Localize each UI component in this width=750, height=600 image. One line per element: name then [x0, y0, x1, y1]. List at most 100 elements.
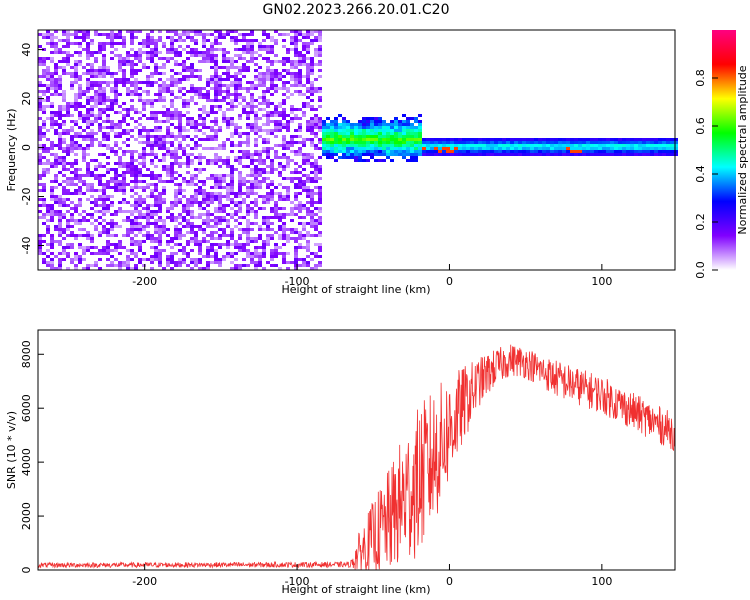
heatmap-cell: [270, 63, 274, 66]
heatmap-cell: [486, 138, 490, 141]
heatmap-cell: [126, 264, 130, 267]
heatmap-cell: [102, 144, 106, 147]
heatmap-cell: [170, 105, 174, 108]
heatmap-cell: [418, 147, 422, 150]
heatmap-cell: [202, 51, 206, 54]
heatmap-cell: [226, 78, 230, 81]
heatmap-cell: [66, 33, 70, 36]
heatmap-cell: [310, 42, 314, 45]
heatmap-cell: [266, 111, 270, 114]
heatmap-cell: [238, 183, 242, 186]
heatmap-cell: [90, 69, 94, 72]
heatmap-cell: [226, 108, 230, 111]
heatmap-cell: [298, 183, 302, 186]
heatmap-cell: [130, 135, 134, 138]
heatmap-cell: [238, 234, 242, 237]
heatmap-cell: [386, 144, 390, 147]
heatmap-cell: [102, 186, 106, 189]
heatmap-cell: [206, 57, 210, 60]
heatmap-cell: [122, 150, 126, 153]
heatmap-cell: [498, 147, 502, 150]
heatmap-cell: [410, 138, 414, 141]
heatmap-cell: [210, 231, 214, 234]
heatmap-cell: [206, 261, 210, 264]
heatmap-cell: [58, 75, 62, 78]
heatmap-cell: [454, 147, 458, 150]
heatmap-cell: [274, 252, 278, 255]
heatmap-cell: [154, 99, 158, 102]
heatmap-cell: [238, 33, 242, 36]
heatmap-cell: [258, 84, 262, 87]
heatmap-cell: [306, 126, 310, 129]
heatmap-cell: [206, 99, 210, 102]
heatmap-cell: [138, 195, 142, 198]
heatmap-cell: [282, 123, 286, 126]
heatmap-cell: [78, 234, 82, 237]
heatmap-cell: [202, 201, 206, 204]
heatmap-cell: [202, 180, 206, 183]
heatmap-cell: [182, 33, 186, 36]
heatmap-cell: [158, 204, 162, 207]
heatmap-cell: [146, 186, 150, 189]
heatmap-cell: [266, 216, 270, 219]
heatmap-cell: [230, 186, 234, 189]
heatmap-cell: [550, 138, 554, 141]
heatmap-cell: [74, 159, 78, 162]
heatmap-cell: [562, 150, 566, 153]
heatmap-cell: [226, 60, 230, 63]
heatmap-cell: [42, 216, 46, 219]
heatmap-cell: [94, 72, 98, 75]
heatmap-cell: [314, 165, 318, 168]
heatmap-cell: [214, 138, 218, 141]
heatmap-cell: [142, 126, 146, 129]
heatmap-cell: [110, 33, 114, 36]
heatmap-cell: [82, 93, 86, 96]
heatmap-cell: [230, 189, 234, 192]
heatmap-cell: [374, 153, 378, 156]
heatmap-cell: [230, 75, 234, 78]
heatmap-cell: [178, 120, 182, 123]
heatmap-cell: [206, 198, 210, 201]
heatmap-cell: [94, 168, 98, 171]
heatmap-cell: [406, 126, 410, 129]
heatmap-cell: [82, 216, 86, 219]
heatmap-cell: [522, 144, 526, 147]
heatmap-cell: [294, 30, 298, 33]
heatmap-cell: [170, 141, 174, 144]
heatmap-cell: [370, 144, 374, 147]
heatmap-cell: [62, 129, 66, 132]
heatmap-cell: [114, 99, 118, 102]
heatmap-cell: [182, 60, 186, 63]
heatmap-cell: [42, 171, 46, 174]
heatmap-cell: [62, 213, 66, 216]
heatmap-cell: [182, 249, 186, 252]
heatmap-cell: [230, 213, 234, 216]
heatmap-cell: [318, 54, 322, 57]
heatmap-cell: [74, 234, 78, 237]
heatmap-cell: [178, 222, 182, 225]
heatmap-cell: [218, 66, 222, 69]
heatmap-cell: [310, 66, 314, 69]
heatmap-cell: [282, 243, 286, 246]
heatmap-cell: [270, 249, 274, 252]
heatmap-cell: [490, 153, 494, 156]
heatmap-cell: [158, 36, 162, 39]
heatmap-cell: [270, 183, 274, 186]
heatmap-cell: [142, 216, 146, 219]
heatmap-cell: [86, 63, 90, 66]
heatmap-cell: [50, 114, 54, 117]
heatmap-cell: [214, 84, 218, 87]
heatmap-cell: [138, 87, 142, 90]
heatmap-cell: [270, 162, 274, 165]
heatmap-cell: [578, 150, 582, 153]
heatmap-cell: [38, 240, 42, 243]
heatmap-cell: [186, 30, 190, 33]
heatmap-cell: [230, 81, 234, 84]
heatmap-cell: [246, 114, 250, 117]
heatmap-cell: [306, 51, 310, 54]
heatmap-cell: [130, 60, 134, 63]
heatmap-cell: [226, 93, 230, 96]
heatmap-cell: [142, 207, 146, 210]
heatmap-cell: [242, 57, 246, 60]
heatmap-cell: [218, 261, 222, 264]
